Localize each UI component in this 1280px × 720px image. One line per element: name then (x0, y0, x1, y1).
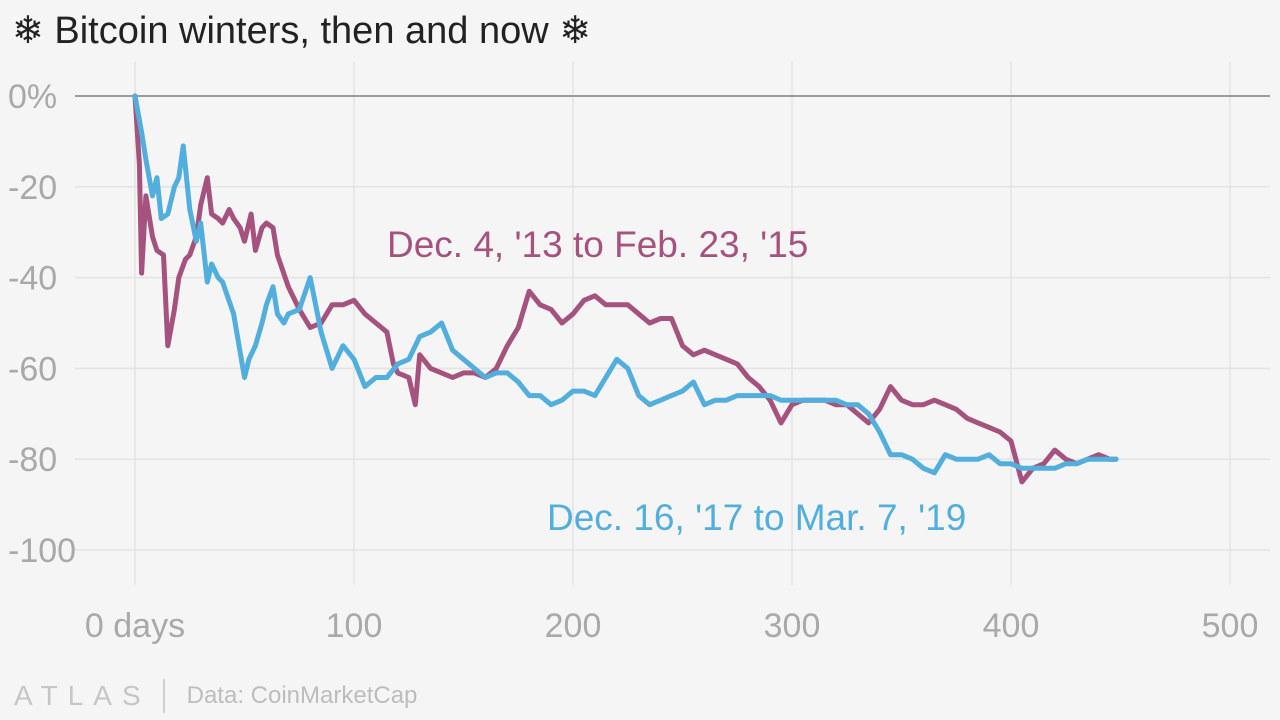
data-source: Data: CoinMarketCap (186, 682, 418, 709)
series-label-1: Dec. 4, '13 to Feb. 23, '15 (387, 224, 808, 265)
x-tick-label: 0 days (85, 607, 185, 645)
y-tick-label: -40 (8, 260, 57, 298)
x-tick-label: 100 (326, 607, 383, 645)
series-label-2: Dec. 16, '17 to Mar. 7, '19 (547, 497, 966, 538)
series-line-2 (132, 93, 1119, 476)
y-tick-label: 0% (8, 78, 57, 116)
footer-divider (162, 679, 165, 713)
x-tick-label: 500 (1202, 607, 1259, 645)
x-tick-label: 300 (764, 607, 821, 645)
atlas-logo: ATLAS (14, 680, 151, 711)
y-tick-label: -100 (8, 532, 76, 570)
y-tick-label: -60 (8, 350, 57, 388)
series-line-1 (132, 93, 1119, 485)
x-tick-label: 200 (545, 607, 602, 645)
chart-title: ❄ Bitcoin winters, then and now ❄ (12, 10, 592, 52)
y-tick-label: -80 (8, 441, 57, 479)
footer: ATLAS Data: CoinMarketCap (14, 678, 417, 714)
y-tick-label: -20 (8, 169, 57, 207)
x-tick-label: 400 (983, 607, 1040, 645)
